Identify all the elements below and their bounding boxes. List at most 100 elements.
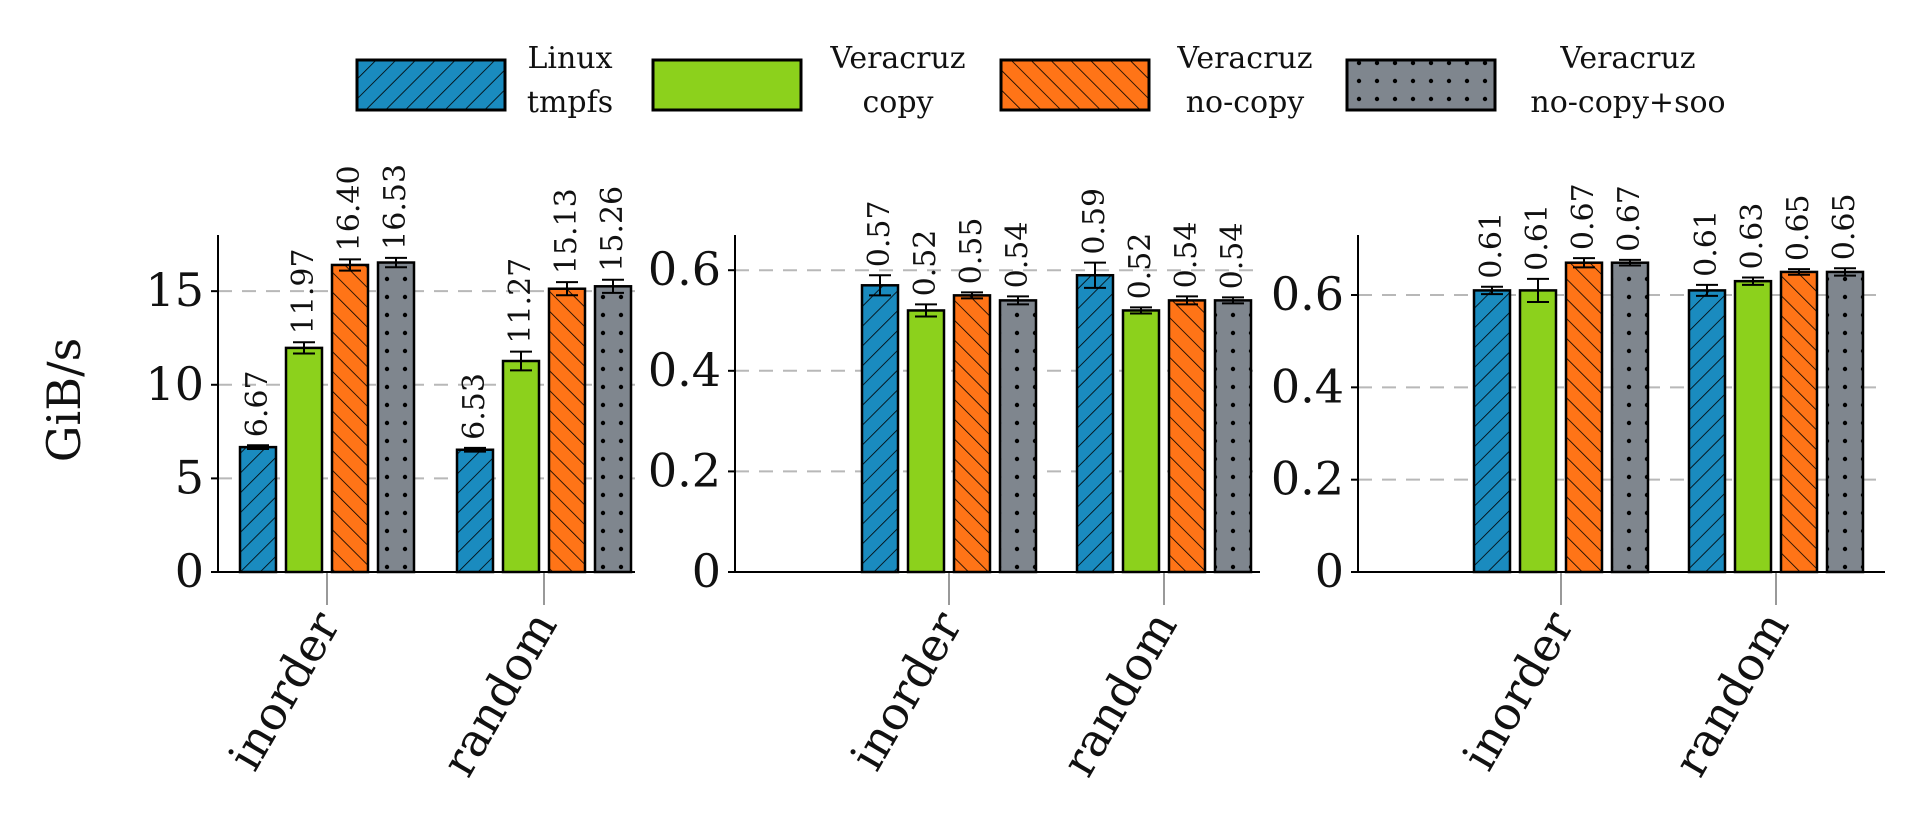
data-label: 0.61 [1520,204,1555,271]
legend-swatch-pattern-linux-tmpfs [357,60,505,110]
error-bar [464,446,486,453]
data-label: 15.13 [549,188,584,274]
error-bar [869,274,891,297]
legend-swatch-pattern-veracruz-no-copy [1001,60,1149,110]
bar-random-series-2 [501,359,541,574]
y-tick-label: 0.2 [1271,452,1344,506]
x-tick-label-inorder: inorder [839,602,972,779]
bar-inorder-series-3 [330,263,370,574]
bar-random-series-4 [1213,299,1253,574]
legend-label-linux-tmpfs-line1: Linux [527,41,612,76]
legend-label-linux-tmpfs-line2: tmpfs [527,85,613,120]
y-tick-label: 0.4 [648,343,721,397]
error-bar [1481,285,1503,296]
error-bar [1619,258,1641,267]
bar-random-series-3 [1779,270,1819,574]
bar-inorder-series-1 [860,284,900,574]
data-label: 0.63 [1735,203,1770,270]
data-label: 16.40 [332,165,367,251]
error-bar [915,303,937,318]
x-tick-label-random: random [1051,603,1188,786]
x-tick-label-random: random [431,603,568,786]
chart-panels: 0 5 10 15 6.67 11.97 16.40 16.53 inorder 6.53 11.2… [145,164,1885,785]
y-tick-label: 0.6 [1271,267,1344,321]
error-bar [1696,283,1718,297]
data-label: 0.65 [1781,194,1816,261]
data-label: 0.54 [1000,222,1035,289]
data-label: 0.67 [1566,183,1601,250]
bar-inorder-series-4 [376,261,416,574]
legend-label-veracruz-no-copy-line1: Veracruz [1176,41,1312,76]
error-bar [385,256,407,269]
bar-random-series-4 [1825,270,1865,574]
bar-inorder-series-2 [284,346,324,574]
data-label: 11.27 [503,258,538,344]
y-tick-label: 0.6 [648,242,721,296]
bar-random-series-1 [455,448,495,574]
bar-inorder-series-4 [998,299,1038,574]
legend-item-veracruz-no-copy-soo: Veracruz no-copy+soo [1345,41,1726,120]
y-tick-label: 15 [145,263,204,317]
bar-inorder-series-2 [906,309,946,574]
legend-label-veracruz-no-copy-soo-line2: no-copy+soo [1530,85,1725,120]
bar-random-series-3 [547,287,587,574]
error-bar [1176,295,1198,306]
data-label: 0.52 [1123,233,1158,300]
error-bar [1084,261,1106,289]
bar-inorder-series-1 [1472,289,1512,574]
error-bar [1130,306,1152,315]
legend-label-veracruz-copy-line2: copy [862,85,933,120]
bar-random-series-1 [1687,289,1727,574]
error-bar [1222,296,1244,305]
data-label: 0.55 [954,218,989,285]
data-label: 0.65 [1827,193,1862,260]
error-bar [510,350,532,372]
legend-item-linux-tmpfs: Linux tmpfs [355,41,613,120]
data-label: 11.97 [286,248,321,334]
y-axis-title: GiB/s [37,338,91,462]
bar-inorder-series-4 [1610,261,1650,574]
chart-panel-2: 0 0.2 0.4 0.6 0.57 0.52 0.55 0.54 inorder 0.59 0.5… [648,188,1260,785]
y-tick-label: 0 [1315,544,1344,598]
data-label: 16.53 [378,164,413,250]
data-label: 0.52 [908,230,943,297]
bar-inorder-series-3 [952,294,992,574]
data-label: 0.59 [1077,188,1112,255]
bar-random-series-2 [1733,279,1773,574]
bar-random-series-4 [593,285,633,574]
x-tick-label-inorder: inorder [217,602,350,779]
y-tick-label: 0 [175,544,204,598]
data-label: 0.67 [1612,185,1647,252]
bar-random-series-3 [1167,299,1207,574]
legend-label-veracruz-copy-line1: Veracruz [829,41,965,76]
x-tick-label-inorder: inorder [1451,602,1584,779]
data-label: 15.26 [595,186,630,272]
y-tick-label: 5 [175,450,204,504]
chart-panel-1: 0 5 10 15 6.67 11.97 16.40 16.53 inorder 6.53 11.2… [145,164,635,785]
data-label: 0.54 [1215,223,1250,290]
error-bar [602,278,624,294]
error-bar [961,291,983,300]
legend-swatch-veracruz-copy [651,58,803,112]
legend-label-veracruz-no-copy-line2: no-copy [1186,85,1305,120]
chart-panel-3: 0 0.2 0.4 0.6 0.61 0.61 0.67 0.67 inorder 0.61 0.6… [1271,183,1885,785]
y-tick-label: 0.4 [1271,359,1344,413]
data-label: 6.67 [240,370,275,437]
bar-inorder-series-3 [1564,261,1604,574]
data-label: 0.61 [1689,210,1724,277]
error-bar [1834,267,1856,277]
y-tick-label: 0.2 [648,443,721,497]
y-tick-label: 10 [145,357,204,411]
error-bar [556,281,578,297]
error-bar [1007,295,1029,306]
legend-item-veracruz-no-copy: Veracruz no-copy [999,41,1313,120]
error-bar [1573,257,1595,269]
error-bar [1742,276,1764,286]
bar-inorder-series-2 [1518,289,1558,574]
data-label: 6.53 [457,373,492,440]
error-bar [339,258,361,272]
error-bar [1527,277,1549,303]
data-label: 0.61 [1474,212,1509,279]
bar-random-series-1 [1075,273,1115,574]
